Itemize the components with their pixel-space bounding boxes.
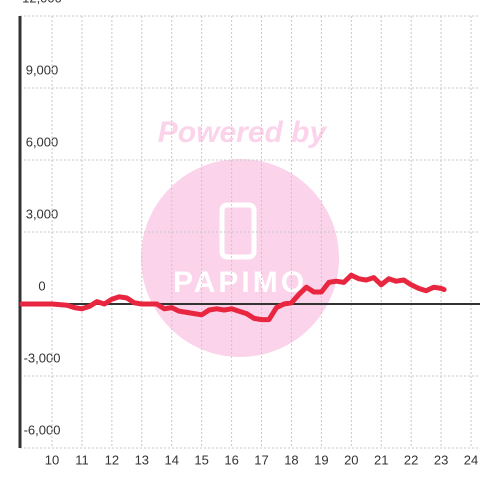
y-tick-label: -3,000 <box>24 350 61 365</box>
x-tick-label: 16 <box>224 452 238 467</box>
y-tick-label: 3,000 <box>26 206 59 221</box>
x-tick-label: 10 <box>45 452 59 467</box>
y-tick-label: 0 <box>38 278 45 293</box>
x-tick-label: 19 <box>314 452 328 467</box>
y-tick-label: 6,000 <box>26 134 59 149</box>
x-tick-label: 22 <box>404 452 418 467</box>
x-tick-label: 14 <box>165 452 179 467</box>
data-line <box>19 272 447 323</box>
x-tick-label: 21 <box>374 452 388 467</box>
x-tick-label: 11 <box>75 452 89 467</box>
logo-text: PAPIMO <box>173 266 307 299</box>
x-tick-label: 20 <box>344 452 358 467</box>
x-tick-label: 17 <box>254 452 268 467</box>
logo-icon <box>219 202 257 260</box>
y-tick-label: 12,000 <box>22 0 62 5</box>
x-tick-label: 15 <box>194 452 208 467</box>
x-tick-label: 24 <box>464 452 478 467</box>
y-tick-label: -6,000 <box>24 422 61 437</box>
x-tick-label: 12 <box>105 452 119 467</box>
y-tick-label: 9,000 <box>26 62 59 77</box>
watermark-text: Powered by <box>158 116 328 149</box>
x-tick-label: 18 <box>284 452 298 467</box>
x-tick-label: 23 <box>434 452 448 467</box>
x-tick-label: 13 <box>135 452 149 467</box>
